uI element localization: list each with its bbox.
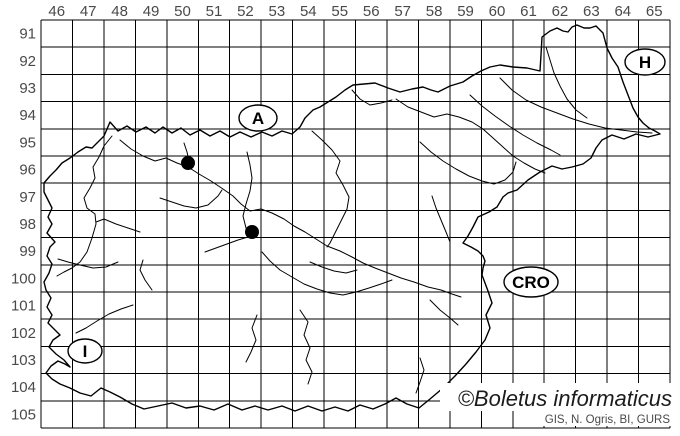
- grid-row-label: 97: [19, 189, 36, 206]
- river-line: [419, 141, 517, 185]
- river-line: [545, 46, 588, 119]
- grid-row-label: 92: [19, 53, 36, 70]
- grid-row-label: 93: [19, 80, 36, 97]
- river-line: [311, 130, 350, 248]
- grid-column-label: 48: [111, 3, 128, 20]
- country-label-ellipse: [624, 48, 666, 76]
- country-labels: A H CRO I: [67, 48, 666, 364]
- grid-row-labels: 91 92 93 94 95 96 97 98 99 100 101 102 103 104 105: [11, 26, 36, 424]
- grid-row-label: 96: [19, 162, 36, 179]
- grid-row-label: 102: [11, 325, 36, 342]
- grid-column-label: 50: [174, 3, 191, 20]
- river-line: [499, 77, 653, 134]
- river-line: [395, 98, 546, 174]
- credits-text: GIS, N. Ogris, BI, GURS: [545, 414, 671, 426]
- grid-row-label: 91: [19, 26, 36, 43]
- grid-column-label: 63: [583, 3, 600, 20]
- river-line: [75, 304, 134, 334]
- grid-column-label: 65: [646, 3, 663, 20]
- grid-lines: [40, 19, 671, 429]
- country-border-outline: [43, 24, 661, 412]
- country-label-text: A: [252, 109, 264, 128]
- grid-row-label: 100: [11, 270, 36, 287]
- grid-row-label: 101: [11, 298, 36, 315]
- grid-row-label: 94: [19, 107, 36, 124]
- grid-column-label: 52: [237, 3, 254, 20]
- grid-column-label: 54: [300, 3, 317, 20]
- country-label-ellipse: [503, 266, 559, 298]
- grid-column-label: 60: [489, 3, 506, 20]
- river-line: [431, 195, 451, 243]
- river-line: [415, 357, 425, 394]
- river-line: [429, 299, 459, 326]
- occurrence-dots: [181, 156, 259, 239]
- river-line: [261, 251, 393, 296]
- grid-column-label: 53: [269, 3, 286, 20]
- attribution-group: ©Boletus informaticus GIS, N. Ogris, BI,…: [440, 383, 676, 426]
- river-line: [299, 309, 313, 385]
- grid-row-label: 103: [11, 352, 36, 369]
- grid-column-label: 61: [520, 3, 537, 20]
- grid-column-labels: 46 47 48 49 50 51 52 53 54 55 56 57 58 59 60 61 62 63 64 65: [48, 3, 662, 20]
- grid-column-label: 62: [552, 3, 569, 20]
- grid-column-label: 51: [206, 3, 223, 20]
- occurrence-dot: [245, 225, 259, 239]
- grid-column-label: 57: [394, 3, 411, 20]
- river-line: [309, 261, 358, 274]
- grid-column-label: 56: [363, 3, 380, 20]
- grid-row-label: 99: [19, 243, 36, 260]
- country-label-italy: I: [67, 338, 103, 364]
- attribution-background: [440, 383, 676, 411]
- river-line: [351, 89, 393, 106]
- grid-column-label: 64: [614, 3, 631, 20]
- river-line: [245, 314, 258, 363]
- credits-background: [542, 409, 674, 426]
- country-label-text: H: [639, 53, 651, 72]
- grid-column-label: 46: [48, 3, 65, 20]
- country-label-text: I: [83, 342, 88, 361]
- rivers: [56, 46, 653, 394]
- river-line: [119, 139, 462, 298]
- country-label-croatia: CRO: [503, 266, 559, 298]
- grid-row-label: 104: [11, 379, 36, 396]
- country-label-ellipse: [238, 104, 278, 132]
- river-line: [469, 94, 561, 156]
- grid-row-label: 98: [19, 216, 36, 233]
- country-label-text: CRO: [512, 273, 550, 292]
- attribution-text: ©Boletus informaticus: [458, 386, 672, 411]
- occurrence-dot: [181, 156, 195, 170]
- grid-column-label: 58: [426, 3, 443, 20]
- grid-column-label: 59: [457, 3, 474, 20]
- country-label-austria: A: [238, 104, 278, 132]
- grid-row-label: 105: [11, 406, 36, 423]
- river-line: [204, 236, 249, 253]
- country-label-ellipse: [67, 338, 103, 364]
- river-line: [242, 151, 253, 237]
- grid-column-label: 47: [80, 3, 97, 20]
- river-line: [159, 189, 223, 209]
- grid-column-label: 49: [143, 3, 160, 20]
- river-line: [95, 218, 141, 233]
- grid-row-label: 95: [19, 134, 36, 151]
- river-line: [56, 135, 113, 277]
- river-line: [139, 259, 153, 291]
- river-line: [57, 258, 119, 269]
- country-label-hungary: H: [624, 48, 666, 76]
- grid-column-label: 55: [331, 3, 348, 20]
